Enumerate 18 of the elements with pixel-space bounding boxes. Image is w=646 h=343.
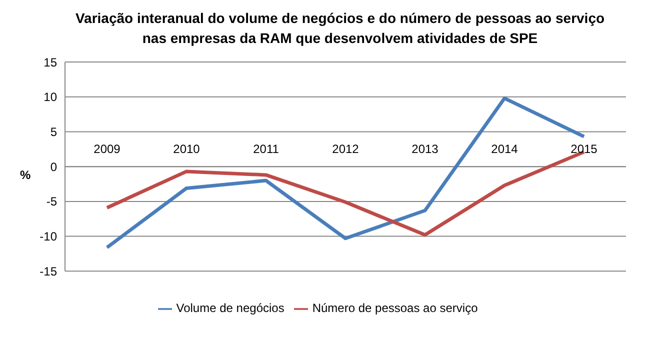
- x-tick-label: 2015: [570, 142, 598, 156]
- y-tick-label: 0: [50, 160, 58, 174]
- x-tick-label: 2011: [253, 142, 280, 156]
- x-tick-label: 2014: [491, 142, 518, 156]
- y-tick-label: 5: [50, 124, 58, 139]
- y-tick-label: -5: [46, 194, 58, 209]
- y-tick-label: -15: [40, 264, 58, 278]
- x-tick-label: 2012: [332, 142, 360, 156]
- y-tick-label: 10: [44, 90, 58, 104]
- y-tick-label: -10: [40, 230, 58, 244]
- legend-label: Número de pessoas ao serviço: [312, 301, 478, 316]
- x-tick-label: 2013: [412, 142, 439, 156]
- y-axis-title: %: [20, 168, 31, 182]
- x-tick-label: 2009: [94, 142, 121, 156]
- chart-title: Variação interanual do volume de negócios e do número de pessoas ao serviço nas empresas da RAM que desenvolvem atividades de SPE: [74, 9, 606, 48]
- legend-label: Volume de negócios: [176, 301, 284, 316]
- y-tick-label: 15: [44, 55, 58, 70]
- x-tick-label: 2010: [173, 142, 200, 156]
